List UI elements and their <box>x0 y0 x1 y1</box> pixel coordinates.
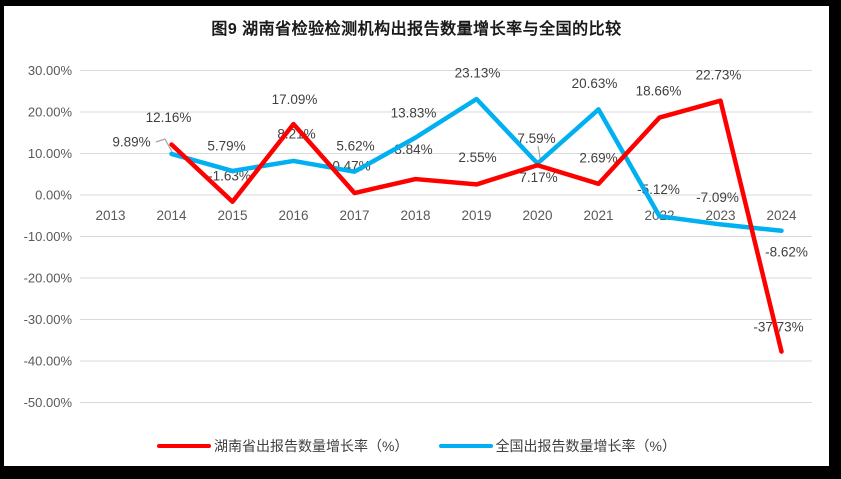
data-label-hunan-report-growth: -1.63% <box>208 168 251 183</box>
x-category-label: 2024 <box>766 208 797 223</box>
x-category-label: 2023 <box>705 208 735 223</box>
legend-label-hunan: 湖南省出报告数量增长率（%） <box>214 438 409 454</box>
data-label-hunan-report-growth: 22.73% <box>696 67 742 82</box>
data-label-national-report-growth: 23.13% <box>455 66 501 81</box>
x-category-label: 2013 <box>95 208 125 223</box>
y-tick-label: -50.00% <box>24 395 73 410</box>
x-category-label: 2018 <box>400 208 430 223</box>
legend-item-national: 全国出报告数量增长率（%） <box>438 436 676 456</box>
label-leader-line <box>155 138 173 153</box>
y-tick-label: 0.00% <box>35 188 72 203</box>
data-label-national-report-growth: 13.83% <box>391 105 437 120</box>
y-tick-label: -20.00% <box>24 271 73 286</box>
y-axis-labels: 30.00% 20.00% 10.00% 0.00% -10.00% -20.00% -30… <box>24 63 73 410</box>
data-label-hunan-report-growth: 2.55% <box>458 150 496 165</box>
leader-lines <box>155 138 541 159</box>
legend: 湖南省出报告数量增长率（%） 全国出报告数量增长率（%） <box>4 433 829 459</box>
x-category-label: 2020 <box>522 208 552 223</box>
x-category-label: 2015 <box>217 208 247 223</box>
series-line-hunan-report-growth <box>169 98 784 354</box>
data-label-national-report-growth: 7.59% <box>517 131 555 146</box>
x-category-label: 2014 <box>156 208 187 223</box>
data-label-national-report-growth: -7.09% <box>696 190 739 205</box>
x-category-label: 2019 <box>461 208 491 223</box>
legend-line-swatch-hunan <box>157 443 212 449</box>
x-category-label: 2016 <box>278 208 308 223</box>
x-axis-labels: 2013 2014 2015 2016 2017 2018 2019 2020 2021 2022… <box>95 208 797 223</box>
data-labels: 12.16%-1.63%17.09%0.47%3.84%2.55%7.17%2.… <box>112 66 808 335</box>
label-leader-line <box>537 145 541 159</box>
series-line-national-report-growth <box>169 96 784 234</box>
gridlines <box>80 70 812 403</box>
data-label-hunan-report-growth: 18.66% <box>636 83 682 98</box>
data-label-national-report-growth: 5.62% <box>336 138 374 153</box>
data-label-hunan-report-growth: 2.69% <box>579 151 617 166</box>
data-label-hunan-report-growth: -37.73% <box>753 319 803 334</box>
y-tick-label: -40.00% <box>24 354 73 369</box>
y-tick-label: -30.00% <box>24 312 73 327</box>
y-tick-label: 20.00% <box>28 105 73 120</box>
data-label-hunan-report-growth: 17.09% <box>272 92 318 107</box>
y-tick-label: 10.00% <box>28 146 73 161</box>
data-label-hunan-report-growth: 7.17% <box>519 170 557 185</box>
data-label-hunan-report-growth: 12.16% <box>146 110 192 125</box>
x-category-label: 2017 <box>339 208 369 223</box>
legend-label-national: 全国出报告数量增长率（%） <box>495 438 676 454</box>
y-tick-label: 30.00% <box>28 63 73 78</box>
chart-title: 图9 湖南省检验检测机构出报告数量增长率与全国的比较 <box>211 21 622 38</box>
y-tick-label: -10.00% <box>24 229 73 244</box>
data-label-national-report-growth: -8.62% <box>765 244 808 259</box>
legend-line-swatch-national <box>438 443 493 449</box>
data-label-national-report-growth: 20.63% <box>572 76 618 91</box>
x-category-label: 2021 <box>583 208 613 223</box>
series-lines <box>169 96 784 354</box>
legend-item-hunan: 湖南省出报告数量增长率（%） <box>157 436 409 456</box>
data-label-national-report-growth: 5.79% <box>207 139 245 154</box>
data-label-national-report-growth: 9.89% <box>112 135 150 150</box>
